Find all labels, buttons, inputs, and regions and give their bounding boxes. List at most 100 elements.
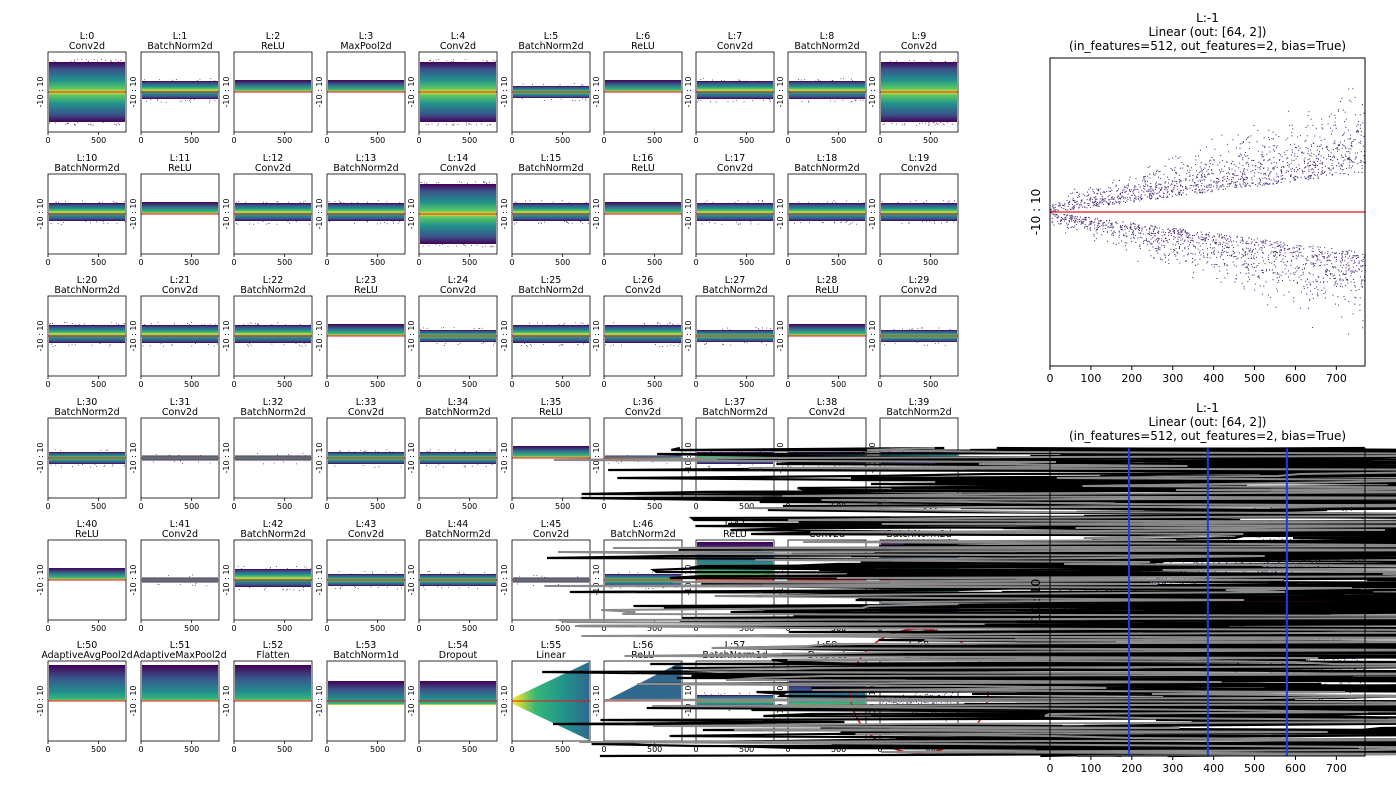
edge-point — [357, 588, 359, 589]
scatter-point — [1312, 142, 1314, 144]
scatter-point — [1163, 245, 1165, 247]
scatter-point — [1254, 289, 1256, 291]
scatter-point — [1154, 188, 1156, 190]
scatter-point — [1327, 253, 1329, 255]
panel-frame — [140, 173, 220, 255]
scatter-point — [1213, 185, 1215, 187]
scatter-point — [1224, 245, 1226, 247]
scatter-point — [1278, 273, 1280, 275]
scatter-point — [1311, 254, 1313, 256]
scatter-point — [1104, 227, 1106, 229]
scatter-point — [1126, 236, 1128, 238]
edge-point — [75, 324, 77, 326]
scatter-point — [1108, 204, 1110, 206]
scatter-point — [1259, 167, 1261, 169]
scatter-point — [951, 692, 953, 694]
edge-point — [922, 327, 924, 329]
edge-point — [158, 584, 160, 586]
scatter-point — [1327, 256, 1329, 258]
edge-point — [910, 201, 912, 203]
scatter-point — [1341, 253, 1343, 255]
scatter-point — [1295, 171, 1297, 173]
scatter-point — [1349, 138, 1351, 140]
scatter-point — [1188, 248, 1190, 250]
scatter-point — [1356, 659, 1358, 661]
edge-point — [483, 183, 485, 185]
edge-point — [54, 449, 56, 451]
scatter-point — [1138, 229, 1140, 231]
scatter-point — [1305, 147, 1307, 149]
edge-point — [710, 451, 712, 453]
scatter-point — [1257, 244, 1259, 246]
edge-point — [948, 200, 950, 202]
layer-id: L:34 — [448, 397, 469, 408]
scatter-point — [1158, 176, 1160, 178]
edge-point — [908, 222, 910, 224]
scatter-point — [1266, 153, 1268, 155]
x-tick-label: 0 — [324, 380, 329, 389]
edge-point — [931, 61, 933, 62]
scatter-point — [1110, 222, 1112, 224]
scatter-point — [1348, 157, 1350, 159]
scatter-point — [1205, 186, 1207, 188]
edge-point — [389, 451, 391, 453]
scatter-point — [1257, 183, 1259, 185]
scatter-point — [1147, 185, 1149, 187]
scatter-point — [1244, 251, 1246, 253]
edge-point — [397, 223, 399, 224]
edge-point — [124, 221, 126, 223]
edge-point — [575, 322, 577, 324]
scatter-point — [1288, 166, 1290, 168]
scatter-point — [1280, 244, 1282, 246]
scatter-point — [899, 702, 901, 704]
scatter-point — [1258, 275, 1260, 277]
scatter-point — [1181, 231, 1183, 233]
scatter-point — [1150, 232, 1152, 234]
edge-point — [739, 80, 741, 81]
scatter-point — [1307, 287, 1309, 289]
y-tick-label: -10 : 10 — [129, 564, 138, 595]
scatter-point — [1341, 165, 1343, 167]
scatter-point — [1333, 155, 1335, 157]
scatter-point — [1060, 219, 1062, 221]
scatter-point — [1167, 234, 1169, 236]
scatter-point — [1103, 200, 1105, 202]
scatter-point — [1108, 194, 1110, 196]
scatter-point — [1330, 254, 1332, 256]
scatter-point — [1239, 178, 1241, 180]
scatter-point — [1213, 266, 1215, 268]
edge-point — [458, 587, 460, 589]
scatter-point — [1334, 157, 1336, 159]
edge-point — [171, 345, 173, 346]
scatter-point — [1168, 238, 1170, 240]
scatter-point — [1219, 242, 1221, 244]
scatter-point — [1222, 160, 1224, 162]
scatter-point — [1303, 171, 1305, 173]
scatter-point — [1206, 170, 1208, 172]
edge-point — [666, 345, 668, 347]
edge-point — [770, 100, 771, 102]
scatter-point — [1313, 177, 1315, 179]
scatter-point — [1245, 266, 1247, 268]
scatter-point — [1242, 240, 1244, 242]
scatter-point — [1142, 233, 1144, 235]
edge-point — [158, 79, 160, 81]
edge-point — [489, 245, 491, 247]
scatter-point — [1280, 274, 1282, 276]
scatter-point — [1184, 231, 1186, 233]
scatter-point — [1151, 233, 1153, 235]
scatter-point — [1319, 163, 1321, 165]
scatter-point — [1173, 188, 1175, 190]
scatter-point — [892, 702, 894, 704]
edge-point — [453, 124, 454, 126]
scatter-point — [1150, 238, 1152, 240]
edge-point — [436, 343, 438, 344]
edge-point — [578, 100, 580, 101]
scatter-point — [1192, 185, 1194, 187]
scatter-point — [909, 702, 911, 704]
edge-point — [476, 451, 478, 452]
scatter-point — [1076, 191, 1078, 193]
scatter-point — [1333, 267, 1335, 269]
edge-point — [105, 59, 107, 61]
scatter-point — [1313, 265, 1315, 267]
